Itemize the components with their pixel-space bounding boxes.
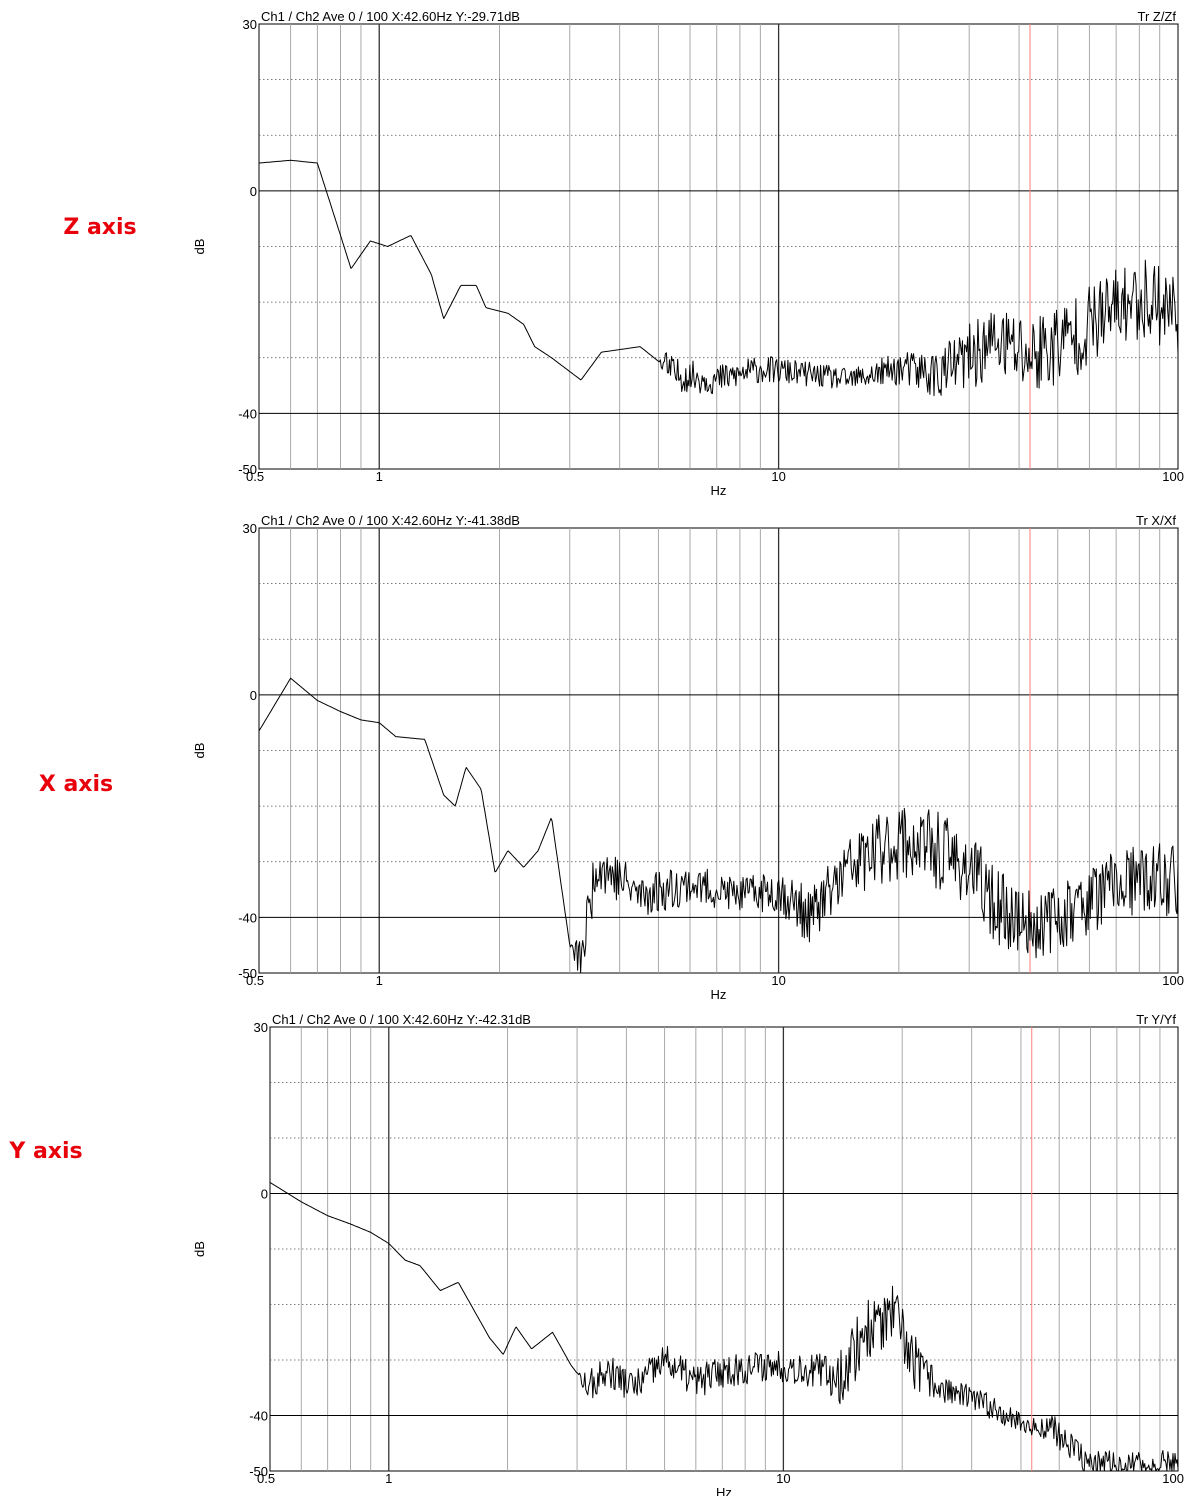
- data-trace: [269, 1181, 1179, 1472]
- chart-panel-z-axis: Z axis Ch1 / Ch2 Ave 0 / 100 X:42.60Hz Y:…: [63, 9, 1184, 498]
- y-tick-label: 0: [261, 1187, 268, 1202]
- data-trace: [258, 159, 1179, 397]
- x-tick-label: 1: [376, 973, 383, 988]
- header-trace-name: Tr Z/Zf: [1137, 9, 1176, 24]
- x-tick-label: 0.5: [246, 469, 264, 484]
- y-tick-label: 0: [250, 688, 257, 703]
- side-axis-label: X axis: [39, 772, 113, 797]
- x-axis-label: Hz: [711, 483, 727, 498]
- y-tick-label: -50: [249, 1464, 268, 1479]
- data-trace: [258, 677, 1179, 974]
- y-tick-label: -40: [238, 406, 257, 421]
- y-axis-label: dB: [192, 239, 207, 255]
- header-trace-name: Tr X/Xf: [1136, 513, 1176, 528]
- x-tick-label: 1: [385, 1471, 392, 1486]
- x-axis-label: Hz: [711, 987, 727, 1002]
- chart-panel-y-axis: Y axis Ch1 / Ch2 Ave 0 / 100 X:42.60Hz Y:…: [8, 1012, 1184, 1496]
- header-readout: Ch1 / Ch2 Ave 0 / 100 X:42.60Hz Y:-29.71…: [261, 9, 520, 24]
- header-trace-name: Tr Y/Yf: [1136, 1012, 1176, 1027]
- x-tick-label: 0.5: [257, 1471, 275, 1486]
- x-tick-label: 10: [771, 469, 785, 484]
- chart-panel-x-axis: X axis Ch1 / Ch2 Ave 0 / 100 X:42.60Hz Y:…: [39, 513, 1184, 1002]
- x-tick-label: 100: [1162, 469, 1184, 484]
- header-readout: Ch1 / Ch2 Ave 0 / 100 X:42.60Hz Y:-41.38…: [261, 513, 520, 528]
- side-axis-label: Z axis: [63, 215, 136, 240]
- y-axis-label: dB: [192, 1241, 207, 1257]
- x-tick-label: 1: [376, 469, 383, 484]
- y-tick-label: -40: [249, 1409, 268, 1424]
- y-axis-label: dB: [192, 743, 207, 759]
- x-tick-label: 100: [1162, 1471, 1184, 1486]
- side-axis-label: Y axis: [8, 1139, 82, 1164]
- y-tick-label: 30: [243, 521, 257, 536]
- x-tick-label: 100: [1162, 973, 1184, 988]
- y-tick-label: 30: [254, 1020, 268, 1035]
- x-tick-label: 10: [771, 973, 785, 988]
- y-tick-label: -50: [238, 966, 257, 981]
- header-readout: Ch1 / Ch2 Ave 0 / 100 X:42.60Hz Y:-42.31…: [272, 1012, 531, 1027]
- x-tick-label: 0.5: [246, 973, 264, 988]
- x-axis-label: Hz: [716, 1485, 732, 1496]
- y-tick-label: -40: [238, 910, 257, 925]
- y-tick-label: -50: [238, 462, 257, 477]
- y-tick-label: 30: [243, 17, 257, 32]
- x-tick-label: 10: [776, 1471, 790, 1486]
- y-tick-label: 0: [250, 184, 257, 199]
